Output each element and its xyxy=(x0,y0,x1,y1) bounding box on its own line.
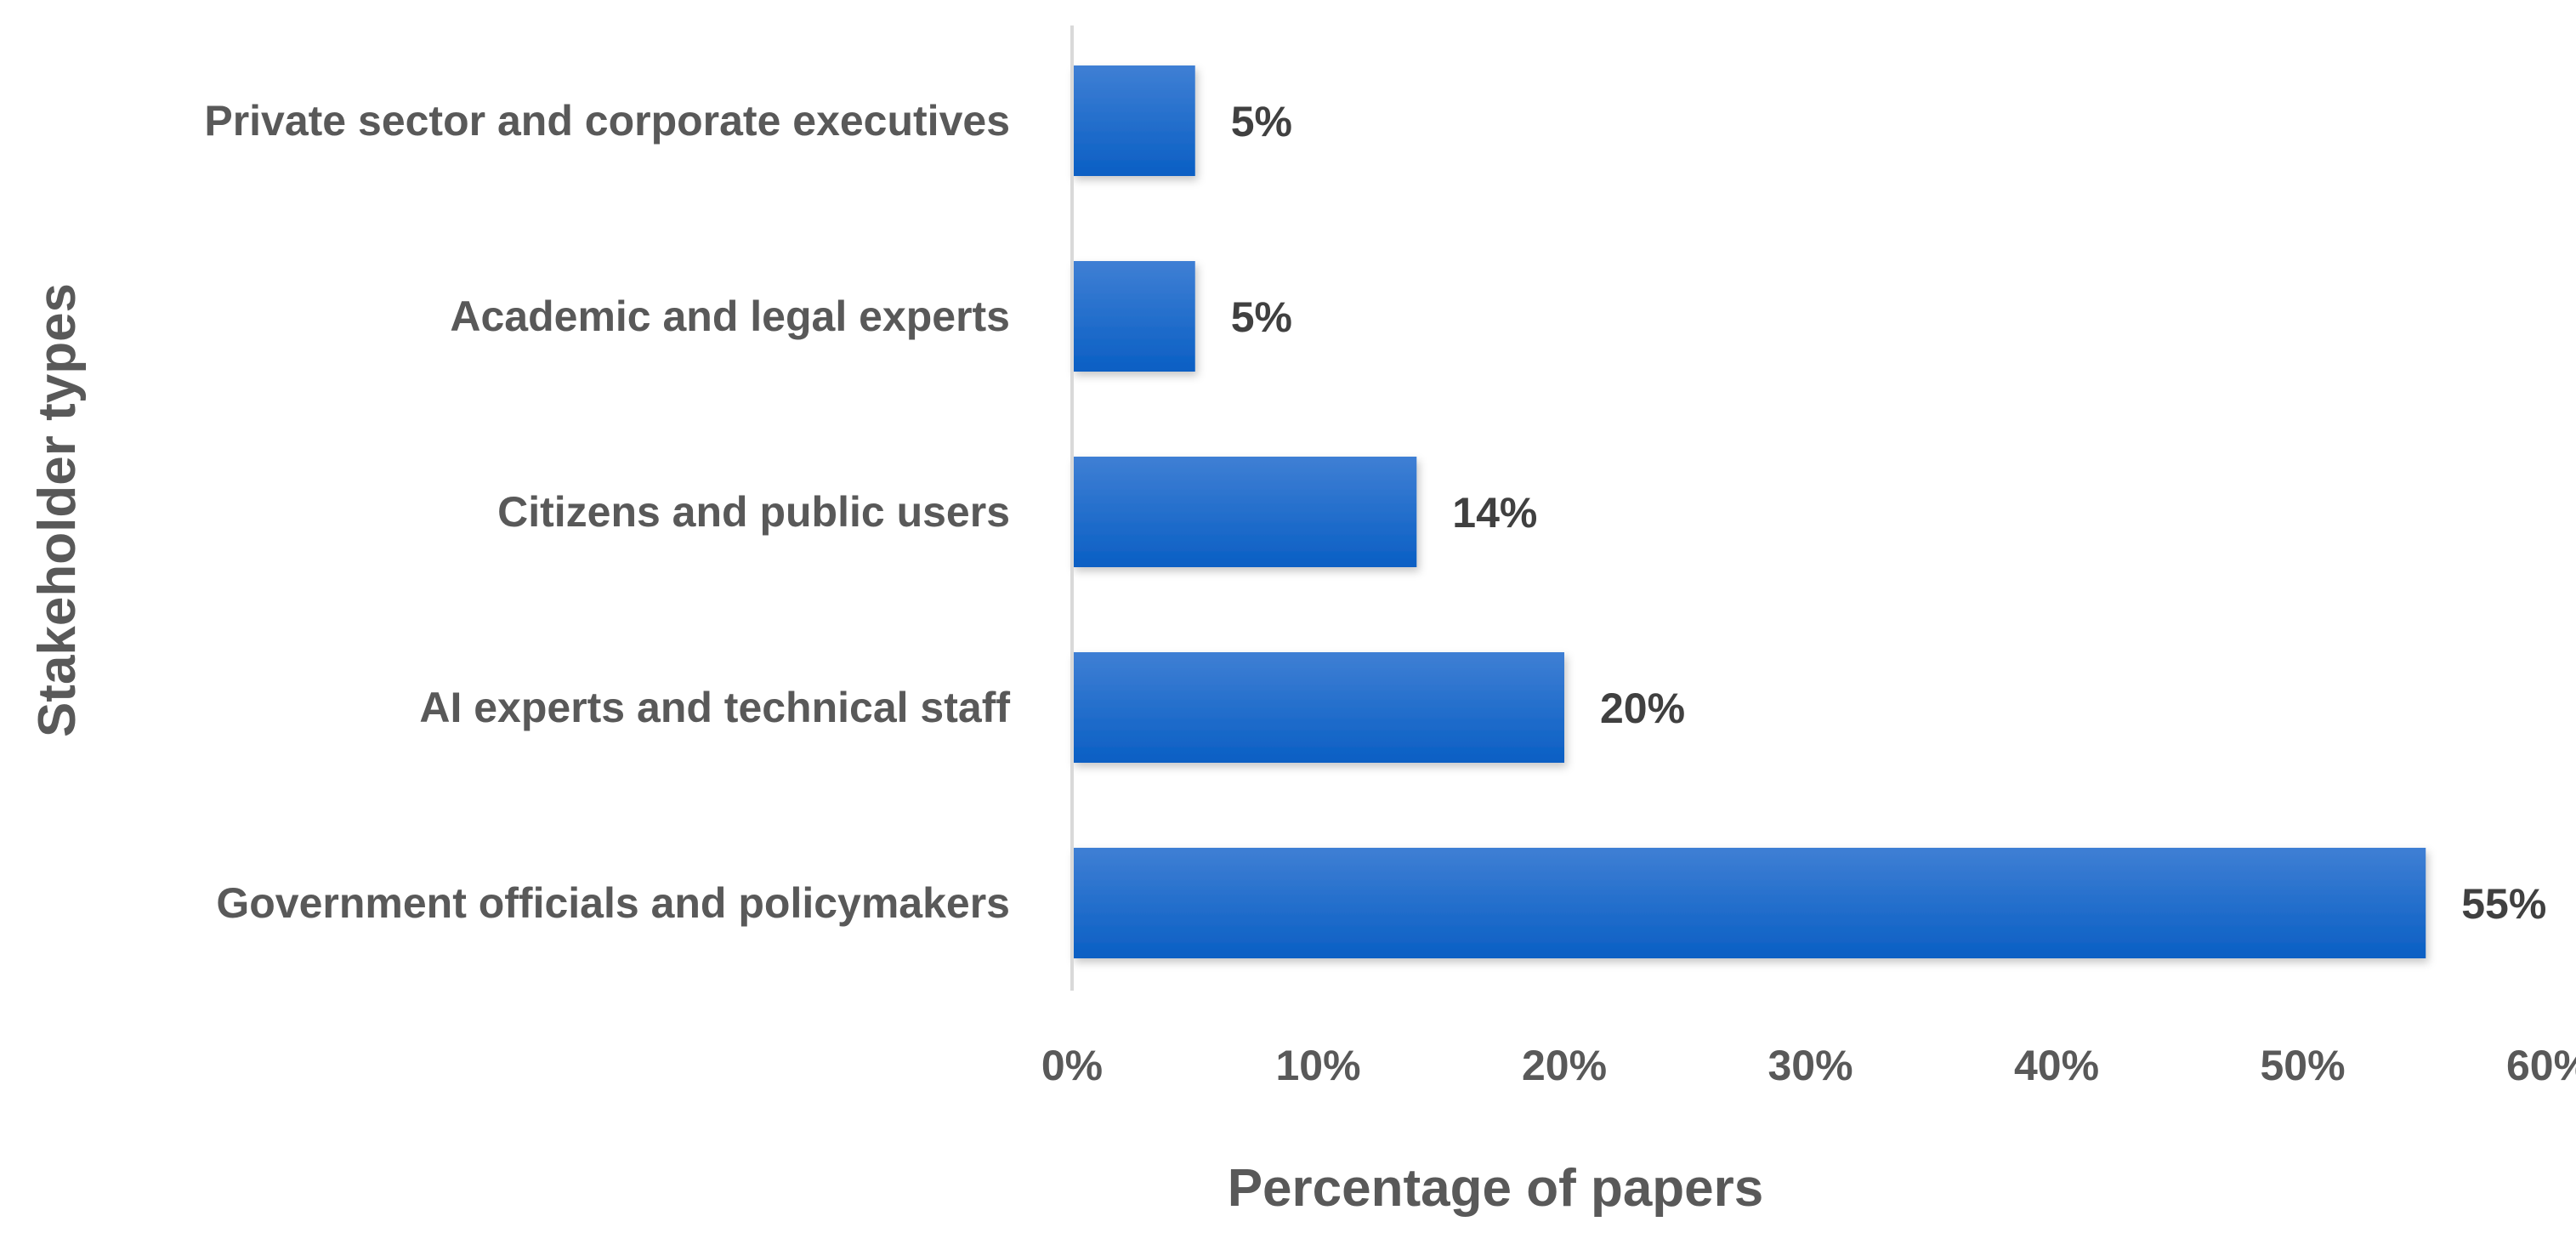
bar-3 xyxy=(1072,652,1564,763)
x-tick-label-4: 40% xyxy=(2014,1042,2099,1089)
data-label-2: 14% xyxy=(1452,489,1537,537)
x-axis-title: Percentage of papers xyxy=(1228,1159,1764,1218)
bar-4 xyxy=(1072,848,2426,958)
bar-2 xyxy=(1072,457,1417,567)
category-labels: Private sector and corporate executives A… xyxy=(204,97,1010,927)
bars-group xyxy=(1072,65,2426,958)
x-tick-label-5: 50% xyxy=(2260,1042,2345,1089)
x-tick-label-3: 30% xyxy=(1767,1042,1853,1089)
x-tick-label-1: 10% xyxy=(1275,1042,1360,1089)
category-label-0: Private sector and corporate executives xyxy=(204,97,1010,145)
category-label-3: AI experts and technical staff xyxy=(419,684,1010,731)
y-axis-title: Stakeholder types xyxy=(28,283,87,737)
data-labels: 5% 5% 14% 20% 55% xyxy=(1231,98,2547,928)
category-label-2: Citizens and public users xyxy=(497,488,1010,536)
bar-1 xyxy=(1072,261,1195,372)
x-tick-label-0: 0% xyxy=(1041,1042,1103,1089)
category-label-1: Academic and legal experts xyxy=(450,293,1010,340)
data-label-1: 5% xyxy=(1231,293,1292,341)
x-tick-label-2: 20% xyxy=(1522,1042,1607,1089)
data-label-0: 5% xyxy=(1231,98,1292,145)
category-label-4: Government officials and policymakers xyxy=(216,879,1010,927)
bar-0 xyxy=(1072,65,1195,176)
data-label-3: 20% xyxy=(1600,685,1685,732)
x-tick-labels: 0% 10% 20% 30% 40% 50% 60% xyxy=(1041,1042,2576,1089)
x-tick-label-6: 60% xyxy=(2506,1042,2576,1089)
data-label-4: 55% xyxy=(2461,880,2546,928)
